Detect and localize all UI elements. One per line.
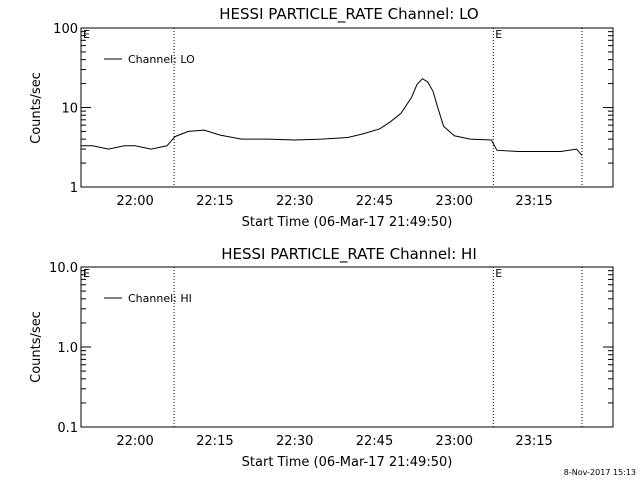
y-tick-label: 0.1	[57, 421, 78, 436]
hi-x-axis-label: Start Time (06-Mar-17 21:49:50)	[242, 455, 453, 470]
x-tick-label: 23:15	[515, 194, 552, 209]
lo-channel-panel: HESSI PARTICLE_RATE Channel: LO Counts/s…	[29, 5, 614, 230]
lo-series-group	[81, 78, 583, 156]
hi-legend-label: Channel: HI	[128, 292, 192, 305]
time-marker-label: E	[83, 28, 90, 41]
hi-x-ticks: 22:00 22:15 22:30 22:45 23:00 23:15	[116, 434, 552, 449]
hi-channel-panel: HESSI PARTICLE_RATE Channel: HI Counts/s…	[29, 245, 614, 470]
hi-y-ticks: 0.1 1.0 10.0	[49, 261, 613, 436]
y-tick-label: 10	[61, 102, 78, 117]
hi-chart-title: HESSI PARTICLE_RATE Channel: HI	[221, 245, 477, 264]
lo-y-ticks: 1 10 100	[53, 22, 613, 196]
x-tick-label: 23:00	[436, 434, 473, 449]
x-tick-label: 22:00	[116, 434, 153, 449]
y-tick-label: 100	[53, 22, 78, 37]
x-tick-label: 23:15	[515, 434, 552, 449]
x-tick-label: 22:15	[196, 434, 233, 449]
hi-y-axis-label: Counts/sec	[29, 311, 44, 383]
time-marker-label: E	[83, 267, 90, 280]
lo-chart-title: HESSI PARTICLE_RATE Channel: LO	[219, 5, 478, 24]
lo-legend-label: Channel: LO	[128, 53, 195, 66]
x-tick-label: 22:15	[196, 194, 233, 209]
y-tick-label: 1	[70, 181, 78, 196]
lo-x-axis-label: Start Time (06-Mar-17 21:49:50)	[242, 215, 453, 230]
x-tick-label: 22:00	[116, 194, 153, 209]
x-tick-label: 22:45	[356, 434, 393, 449]
x-tick-label: 22:45	[356, 194, 393, 209]
lo-x-ticks: 22:00 22:15 22:30 22:45 23:00 23:15	[116, 194, 552, 209]
y-tick-label: 10.0	[49, 261, 78, 276]
footer-timestamp: 8-Nov-2017 15:13	[564, 468, 636, 477]
x-tick-label: 23:00	[436, 194, 473, 209]
series-line	[81, 78, 583, 156]
x-tick-label: 22:30	[276, 194, 313, 209]
y-tick-label: 1.0	[57, 341, 78, 356]
x-tick-label: 22:30	[276, 434, 313, 449]
lo-y-axis-label: Counts/sec	[29, 72, 44, 144]
hi-legend: Channel: HI	[104, 292, 192, 305]
time-marker-label: E	[495, 28, 502, 41]
lo-plot-frame	[80, 27, 614, 188]
hi-plot-frame	[80, 266, 614, 428]
lo-legend: Channel: LO	[104, 53, 195, 66]
time-marker-label: E	[495, 267, 502, 280]
